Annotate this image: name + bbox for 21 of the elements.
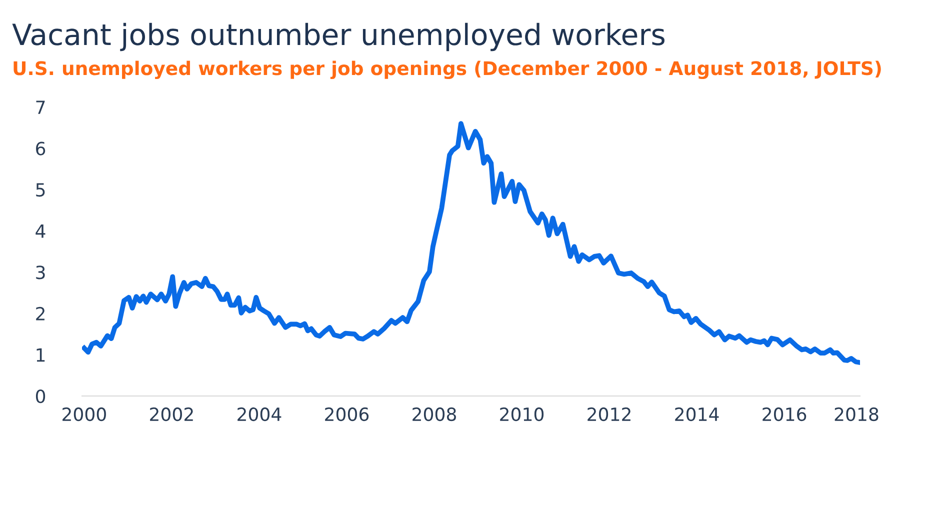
y-tick-label: 7 bbox=[36, 100, 45, 114]
y-tick-label: 0 bbox=[36, 389, 46, 404]
x-tick-label: 2006 bbox=[325, 407, 369, 422]
y-tick-label: 6 bbox=[36, 142, 46, 156]
y-tick-label: 5 bbox=[36, 183, 45, 197]
x-tick-label: 2008 bbox=[412, 407, 456, 422]
x-tick-label: 2004 bbox=[238, 407, 282, 422]
x-tick-label: 2010 bbox=[500, 407, 544, 422]
x-tick-label: 2012 bbox=[588, 407, 630, 422]
y-tick-label: 4 bbox=[36, 224, 46, 238]
y-tick-label: 3 bbox=[36, 266, 45, 280]
line-series bbox=[82, 121, 860, 365]
chart-title: Vacant jobs outnumber unemployed workers bbox=[12, 22, 664, 52]
y-tick-label: 2 bbox=[36, 306, 44, 320]
x-tick-label: 2014 bbox=[675, 407, 719, 422]
x-tick-label: 2016 bbox=[762, 407, 806, 422]
x-tick-label: 2002 bbox=[150, 407, 193, 422]
x-tick-label: 2000 bbox=[62, 407, 106, 422]
y-tick-label: 1 bbox=[36, 348, 45, 362]
chart-subtitle: U.S. unemployed workers per job openings (December 2000 - August 2018, JOLTS) bbox=[14, 60, 881, 80]
x-tick-label: 2018 bbox=[834, 407, 878, 422]
